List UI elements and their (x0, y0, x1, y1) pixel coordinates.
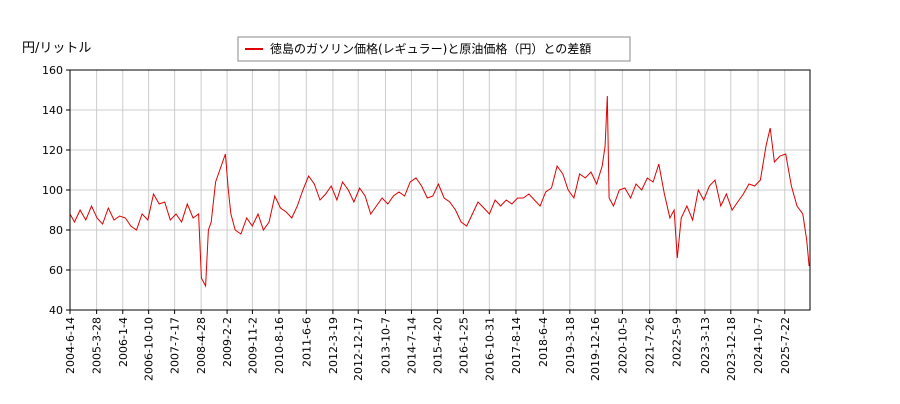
x-tick-label: 2011-6-6 (300, 317, 313, 367)
x-tick-label: 2014-7-14 (405, 317, 418, 374)
y-tick-label: 80 (49, 224, 63, 237)
x-tick-label: 2004-6-14 (64, 317, 77, 374)
x-tick-label: 2021-7-26 (644, 317, 657, 374)
x-tick-label: 2015-4-20 (431, 317, 444, 374)
x-tick-label: 2022-5-9 (670, 317, 683, 367)
x-tick-label: 2010-8-16 (273, 317, 286, 374)
x-tick-label: 2009-2-2 (221, 317, 234, 367)
x-tick-label: 2012-12-17 (352, 317, 365, 381)
plot: 40 60 80 100 120 140 160 2004-6-14 2005-3-28 2006… (42, 64, 810, 381)
x-tick-label: 2013-10-7 (379, 317, 392, 374)
x-tick-label: 2007-7-17 (169, 317, 182, 374)
y-tick-label: 40 (49, 304, 63, 317)
x-tick-label: 2016-10-31 (483, 317, 496, 381)
x-tick-label: 2024-10-7 (752, 317, 765, 374)
x-tick-label: 2006-10-10 (143, 317, 156, 381)
plot-frame (69, 69, 811, 311)
x-tick-label: 2018-6-4 (537, 317, 550, 367)
x-tick-label: 2023-12-18 (725, 317, 738, 381)
x-tick-label: 2006-1-4 (117, 317, 130, 367)
x-tick-label: 2019-3-18 (564, 317, 577, 374)
x-tick-label: 2008-4-28 (195, 317, 208, 374)
x-tick-label: 2023-3-13 (699, 317, 712, 374)
y-tick-label: 140 (42, 104, 63, 117)
legend (237, 36, 631, 62)
data-line (69, 95, 810, 288)
y-tick-label: 100 (42, 184, 63, 197)
x-tick-label: 2016-1-25 (457, 317, 470, 374)
legend-label: 徳島のガソリン価格(レギュラー)と原油価格（円）との差額 (270, 41, 591, 56)
x-tick-label: 2012-3-19 (327, 317, 340, 374)
y-tick-label: 120 (42, 144, 63, 157)
y-tick-label: 60 (49, 264, 63, 277)
x-tick-label: 2017-8-14 (510, 317, 523, 374)
x-tick-label: 2025-7-22 (779, 317, 792, 374)
x-tick-label: 2019-12-16 (589, 317, 602, 381)
x-tick-label: 2009-11-2 (246, 317, 259, 374)
x-tick-label: 2005-3-28 (91, 317, 104, 374)
y-tick-label: 160 (42, 64, 63, 77)
y-axis-label: 円/リットル (22, 41, 91, 56)
x-tick-label: 2020-10-5 (616, 317, 629, 374)
